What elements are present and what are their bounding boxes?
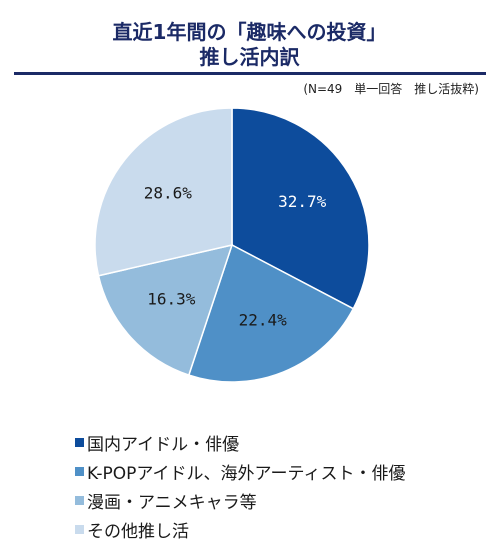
legend-label: その他推し活 bbox=[87, 522, 189, 542]
sample-note: (N=49 単一回答 推し活抜粋) bbox=[303, 82, 479, 96]
pie-slice-4 bbox=[94, 107, 233, 277]
legend-label: 国内アイドル・俳優 bbox=[87, 435, 240, 455]
legend: 国内アイドル・俳優 K-POPアイドル、海外アーティスト・俳優 漫画・アニメキャラ等… bbox=[75, 428, 406, 544]
pie-slice-1 bbox=[231, 107, 370, 310]
slice-label-4: 28.6% bbox=[144, 183, 193, 202]
legend-item-4: その他推し活 bbox=[75, 515, 406, 544]
legend-swatch bbox=[75, 496, 84, 505]
legend-swatch bbox=[75, 438, 84, 447]
pie-slice-2 bbox=[187, 243, 355, 383]
legend-item-1: 国内アイドル・俳優 bbox=[75, 428, 406, 457]
legend-swatch bbox=[75, 525, 84, 534]
legend-label: K-POPアイドル、海外アーティスト・俳優 bbox=[87, 464, 406, 484]
pie-slice-3 bbox=[97, 243, 234, 376]
chart-title-line1: 直近1年間の「趣味への投資」 bbox=[112, 20, 387, 44]
legend-label: 漫画・アニメキャラ等 bbox=[87, 493, 257, 513]
chart-title-line2: 推し活内訳 bbox=[199, 45, 300, 69]
slice-label-3: 16.3% bbox=[147, 290, 196, 309]
title-underline bbox=[14, 72, 486, 75]
legend-item-2: K-POPアイドル、海外アーティスト・俳優 bbox=[75, 457, 406, 486]
slice-label-1: 32.7% bbox=[278, 192, 327, 211]
legend-item-3: 漫画・アニメキャラ等 bbox=[75, 486, 406, 515]
legend-swatch bbox=[75, 467, 84, 476]
slice-label-2: 22.4% bbox=[239, 311, 288, 330]
